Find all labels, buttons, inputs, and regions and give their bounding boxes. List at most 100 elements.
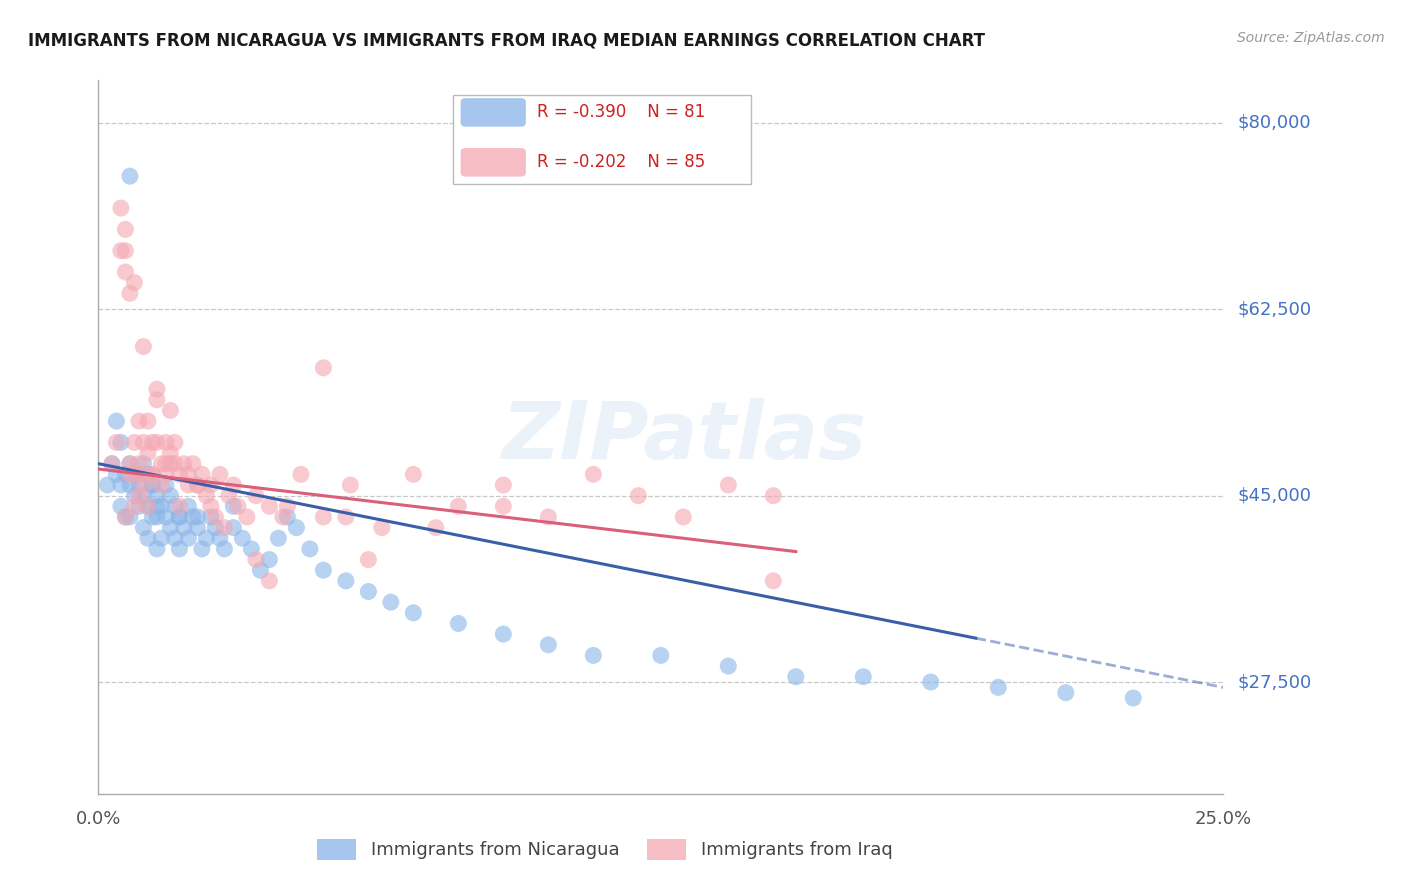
Point bbox=[177, 500, 200, 514]
Text: $80,000: $80,000 bbox=[1237, 114, 1310, 132]
Point bbox=[226, 500, 249, 514]
Point bbox=[136, 500, 159, 514]
Point bbox=[312, 563, 335, 577]
Point bbox=[717, 659, 740, 673]
Point bbox=[200, 478, 222, 492]
Point bbox=[124, 500, 146, 514]
Point bbox=[537, 510, 560, 524]
Point bbox=[290, 467, 312, 482]
Point bbox=[159, 489, 181, 503]
Point bbox=[141, 467, 163, 482]
Point bbox=[114, 222, 136, 236]
Point bbox=[146, 392, 169, 407]
Point bbox=[124, 435, 146, 450]
Point bbox=[285, 520, 308, 534]
Point bbox=[402, 467, 425, 482]
Point bbox=[114, 265, 136, 279]
Point bbox=[132, 467, 155, 482]
Point bbox=[249, 563, 271, 577]
Point bbox=[191, 541, 214, 556]
Point bbox=[650, 648, 672, 663]
Point bbox=[222, 478, 245, 492]
Point bbox=[447, 500, 470, 514]
Point bbox=[105, 414, 128, 428]
Text: ZIPatlas: ZIPatlas bbox=[501, 398, 866, 476]
Point bbox=[169, 500, 191, 514]
Point bbox=[1122, 691, 1144, 706]
Point bbox=[204, 520, 226, 534]
Point bbox=[447, 616, 470, 631]
Point bbox=[132, 489, 155, 503]
Point bbox=[195, 531, 218, 545]
Point bbox=[136, 446, 159, 460]
Point bbox=[159, 457, 181, 471]
Point bbox=[155, 478, 177, 492]
Point bbox=[146, 489, 169, 503]
Point bbox=[136, 467, 159, 482]
Point bbox=[150, 457, 173, 471]
Point bbox=[312, 510, 335, 524]
Point bbox=[110, 201, 132, 215]
Point bbox=[132, 457, 155, 471]
Point bbox=[128, 414, 150, 428]
Point bbox=[128, 500, 150, 514]
Point bbox=[181, 457, 204, 471]
Point bbox=[114, 244, 136, 258]
Point bbox=[204, 510, 226, 524]
Point bbox=[222, 500, 245, 514]
Point bbox=[136, 414, 159, 428]
Point bbox=[155, 467, 177, 482]
Text: $45,000: $45,000 bbox=[1237, 487, 1312, 505]
Point bbox=[159, 446, 181, 460]
Point bbox=[259, 574, 281, 588]
Text: $62,500: $62,500 bbox=[1237, 301, 1312, 318]
Point bbox=[141, 478, 163, 492]
Point bbox=[173, 520, 195, 534]
Point bbox=[492, 478, 515, 492]
Point bbox=[271, 510, 294, 524]
Point bbox=[195, 489, 218, 503]
Point bbox=[132, 340, 155, 354]
Point bbox=[627, 489, 650, 503]
Point bbox=[177, 478, 200, 492]
Point bbox=[191, 467, 214, 482]
Point bbox=[276, 510, 298, 524]
FancyBboxPatch shape bbox=[461, 148, 526, 177]
Point bbox=[163, 457, 186, 471]
Point bbox=[132, 478, 155, 492]
Point bbox=[150, 500, 173, 514]
Point bbox=[159, 403, 181, 417]
Point bbox=[155, 435, 177, 450]
Point bbox=[492, 500, 515, 514]
FancyBboxPatch shape bbox=[453, 95, 751, 184]
Point bbox=[177, 467, 200, 482]
Point bbox=[105, 435, 128, 450]
Point bbox=[163, 531, 186, 545]
Point bbox=[402, 606, 425, 620]
Point bbox=[118, 169, 141, 183]
Point bbox=[186, 520, 208, 534]
Point bbox=[128, 478, 150, 492]
Point bbox=[762, 489, 785, 503]
Point bbox=[169, 541, 191, 556]
Point bbox=[222, 520, 245, 534]
Point bbox=[267, 531, 290, 545]
Point bbox=[259, 552, 281, 566]
Point bbox=[987, 681, 1010, 695]
Point bbox=[785, 670, 807, 684]
Point bbox=[357, 584, 380, 599]
Point bbox=[110, 478, 132, 492]
Point bbox=[335, 574, 357, 588]
Point bbox=[186, 510, 208, 524]
Point bbox=[672, 510, 695, 524]
Point bbox=[380, 595, 402, 609]
Text: IMMIGRANTS FROM NICARAGUA VS IMMIGRANTS FROM IRAQ MEDIAN EARNINGS CORRELATION CH: IMMIGRANTS FROM NICARAGUA VS IMMIGRANTS … bbox=[28, 31, 986, 49]
Point bbox=[1054, 686, 1077, 700]
Point bbox=[717, 478, 740, 492]
Point bbox=[118, 510, 141, 524]
Point bbox=[276, 500, 298, 514]
Point bbox=[236, 510, 259, 524]
Point bbox=[132, 520, 155, 534]
Point bbox=[114, 510, 136, 524]
Point bbox=[128, 467, 150, 482]
